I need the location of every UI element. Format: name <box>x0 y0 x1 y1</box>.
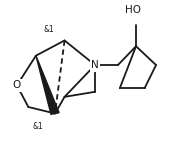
Text: O: O <box>13 80 21 90</box>
Polygon shape <box>36 56 59 114</box>
Text: N: N <box>91 60 99 70</box>
Text: &1: &1 <box>44 25 55 34</box>
Text: &1: &1 <box>32 122 43 131</box>
Text: HO: HO <box>125 5 141 15</box>
